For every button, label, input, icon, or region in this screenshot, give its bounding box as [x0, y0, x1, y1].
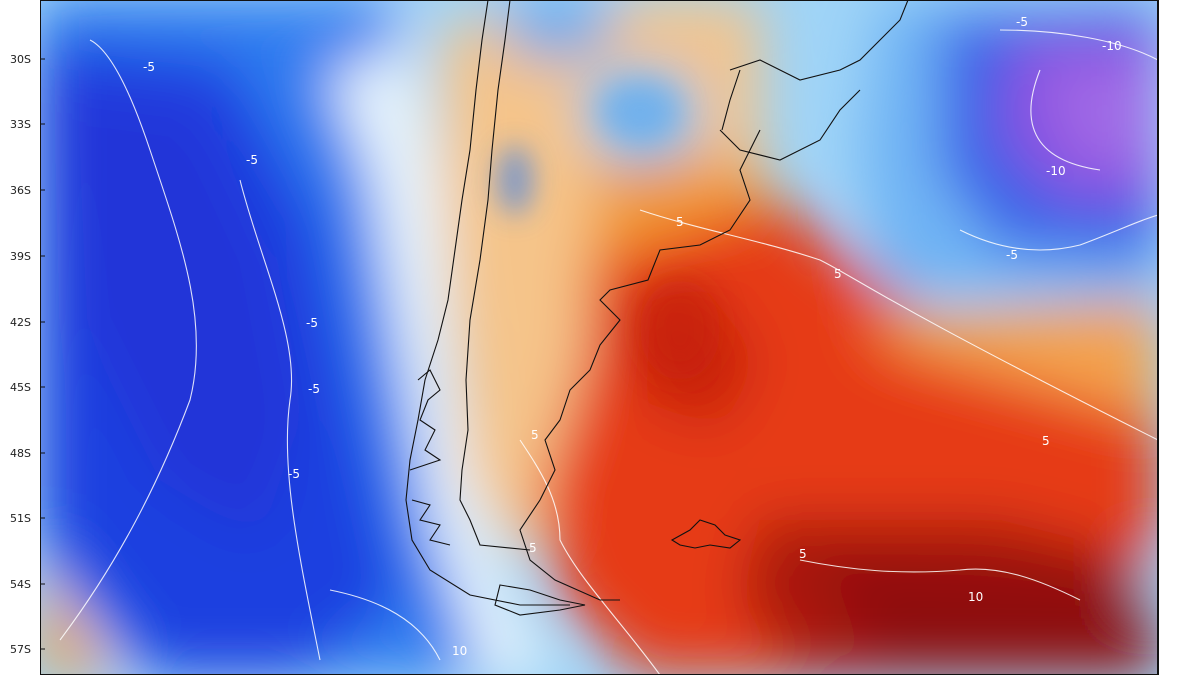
contour-label: -5	[1016, 15, 1028, 29]
contour-label: 5	[834, 267, 842, 281]
contour-label: -5	[308, 382, 320, 396]
contour-label: 10	[452, 644, 467, 658]
contour-label: -5	[1006, 248, 1018, 262]
contour-label: -10	[1102, 39, 1122, 53]
coastlines	[405, 0, 909, 616]
lat-label-33s: 33S	[10, 118, 31, 131]
contour-label: 5	[529, 541, 537, 555]
contour-label: 5	[1042, 434, 1050, 448]
latitude-ticks	[40, 58, 45, 650]
contour-label: -5	[288, 467, 300, 481]
anomaly-field	[40, 0, 1158, 675]
lat-label-54s: 54S	[10, 578, 31, 591]
contour-label: -5	[246, 153, 258, 167]
contour-label: 5	[531, 428, 539, 442]
lat-label-48s: 48S	[10, 447, 31, 460]
contour-lines	[59, 29, 1158, 675]
lat-label-30s: 30S	[10, 53, 31, 66]
latitude-axis: 30S 33S 36S 39S 42S 45S 48S 51S 54S 57S	[10, 53, 31, 656]
lat-label-45s: 45S	[10, 381, 31, 394]
lat-label-51s: 51S	[10, 512, 31, 525]
contour-label: 5	[676, 215, 684, 229]
lat-label-36s: 36S	[10, 184, 31, 197]
lat-label-57s: 57S	[10, 643, 31, 656]
contour-label: -5	[143, 60, 155, 74]
lat-label-42s: 42S	[10, 316, 31, 329]
contour-label: -5	[306, 316, 318, 330]
contour-label: 10	[968, 590, 983, 604]
contour-label: 5	[799, 547, 807, 561]
contour-label: -10	[1046, 164, 1066, 178]
contour-labels: -5 -10 -5 -10 -5 -5 -5 -5 -5 5 5 5 5 5 5…	[143, 15, 1122, 658]
left-margin	[0, 0, 40, 675]
lat-label-39s: 39S	[10, 250, 31, 263]
